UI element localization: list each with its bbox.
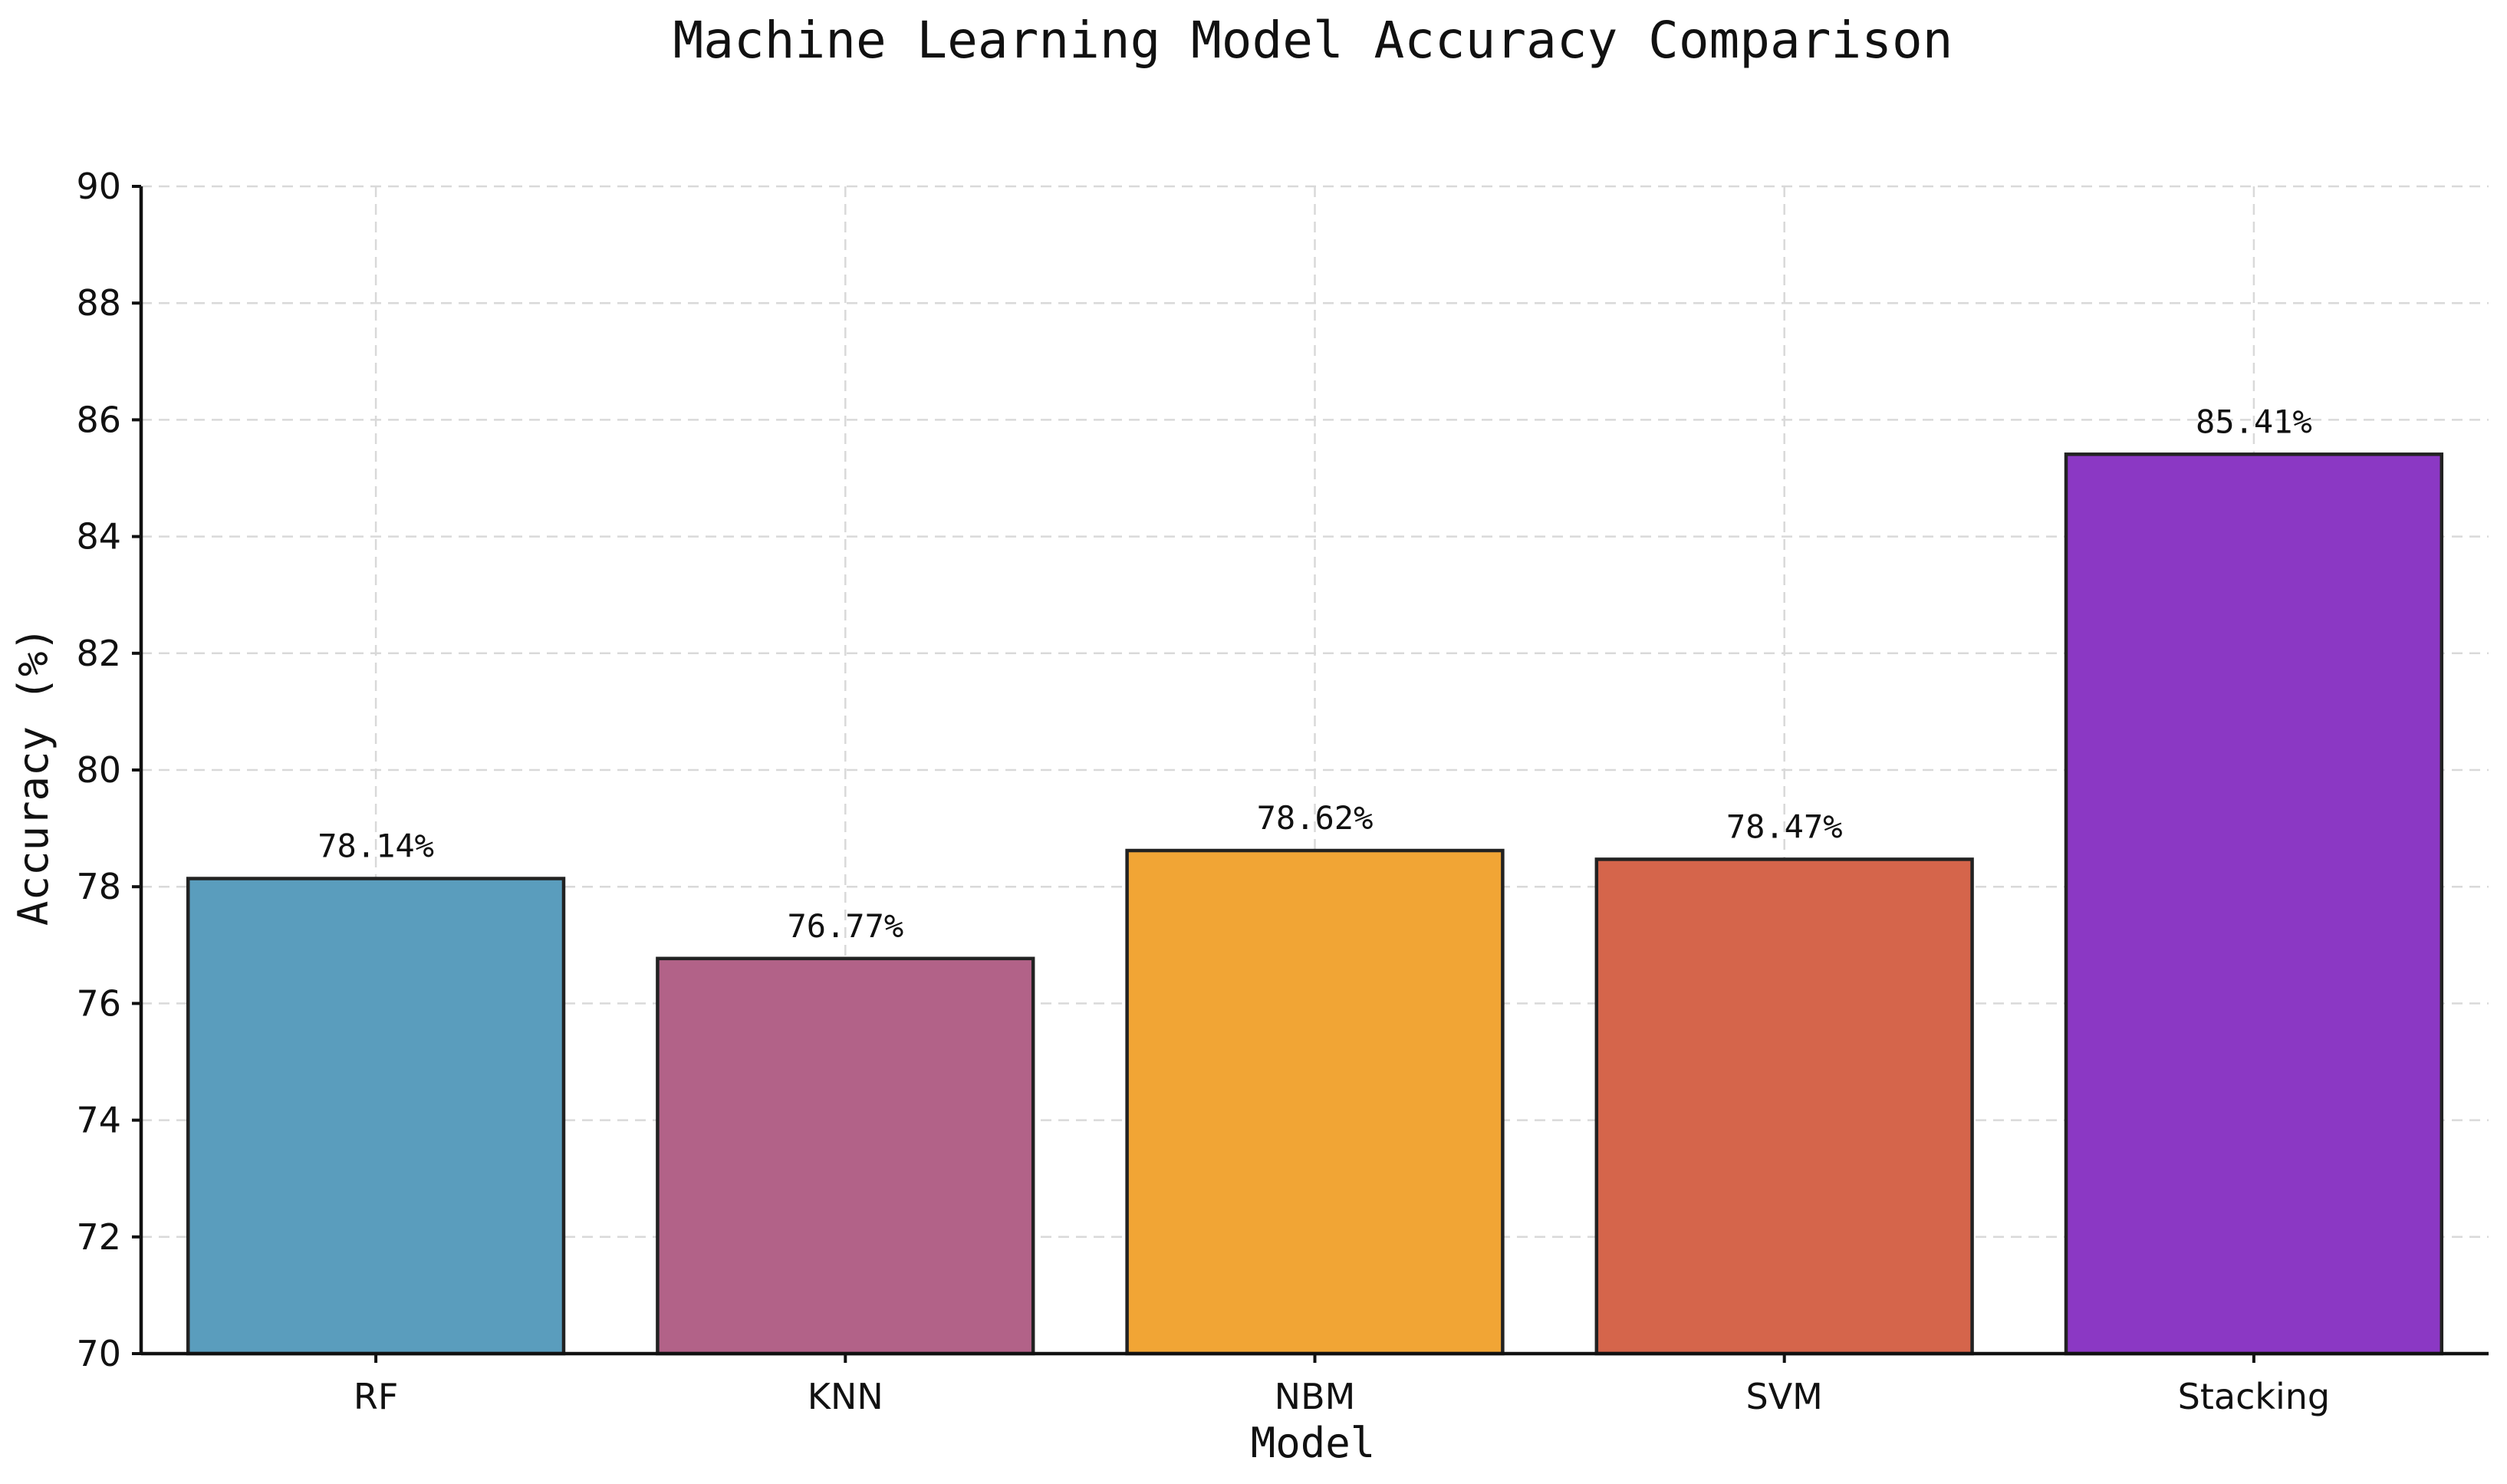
y-tick-label: 90 (76, 166, 121, 207)
x-tick-label-stacking: Stacking (2178, 1376, 2331, 1417)
y-tick-label: 78 (76, 866, 121, 907)
y-tick-label: 86 (76, 399, 121, 440)
chart-title: Machine Learning Model Accuracy Comparis… (673, 11, 1953, 70)
data-label-stacking: 85.41% (2196, 403, 2312, 440)
y-axis-label: Accuracy (%) (9, 627, 58, 926)
y-tick-label: 76 (76, 982, 121, 1024)
data-label-svm: 78.47% (1726, 808, 1843, 845)
y-tick-label: 80 (76, 749, 121, 791)
data-label-nbm: 78.62% (1257, 799, 1374, 837)
y-tick-label: 88 (76, 282, 121, 324)
x-axis-label: Model (1251, 1419, 1376, 1467)
bar-nbm (1125, 848, 1505, 1356)
y-tick-label: 74 (76, 1100, 121, 1141)
x-tick-label-knn: KNN (808, 1376, 883, 1417)
y-tick-label: 72 (76, 1216, 121, 1258)
y-tick-label: 82 (76, 633, 121, 674)
bars (186, 452, 2444, 1356)
data-label-knn: 76.77% (787, 907, 903, 945)
x-tick-label-rf: RF (354, 1376, 398, 1417)
y-tick-label: 70 (76, 1333, 121, 1374)
data-labels: 78.14% 76.77% 78.62% 78.47% 85.41% (317, 403, 2312, 945)
bar-stacking (2064, 452, 2444, 1356)
y-tick-label: 84 (76, 516, 121, 558)
bar-knn (656, 956, 1035, 1356)
bar-svm (1594, 857, 1974, 1356)
data-label-rf: 78.14% (317, 828, 434, 865)
tick-labels: 70 72 74 76 78 80 82 84 86 88 90 RF KNN NBM SVM Stackin… (76, 166, 2330, 1417)
x-tick-label-nbm: NBM (1275, 1376, 1356, 1417)
bar-rf (186, 877, 566, 1356)
x-tick-label-svm: SVM (1746, 1376, 1823, 1417)
